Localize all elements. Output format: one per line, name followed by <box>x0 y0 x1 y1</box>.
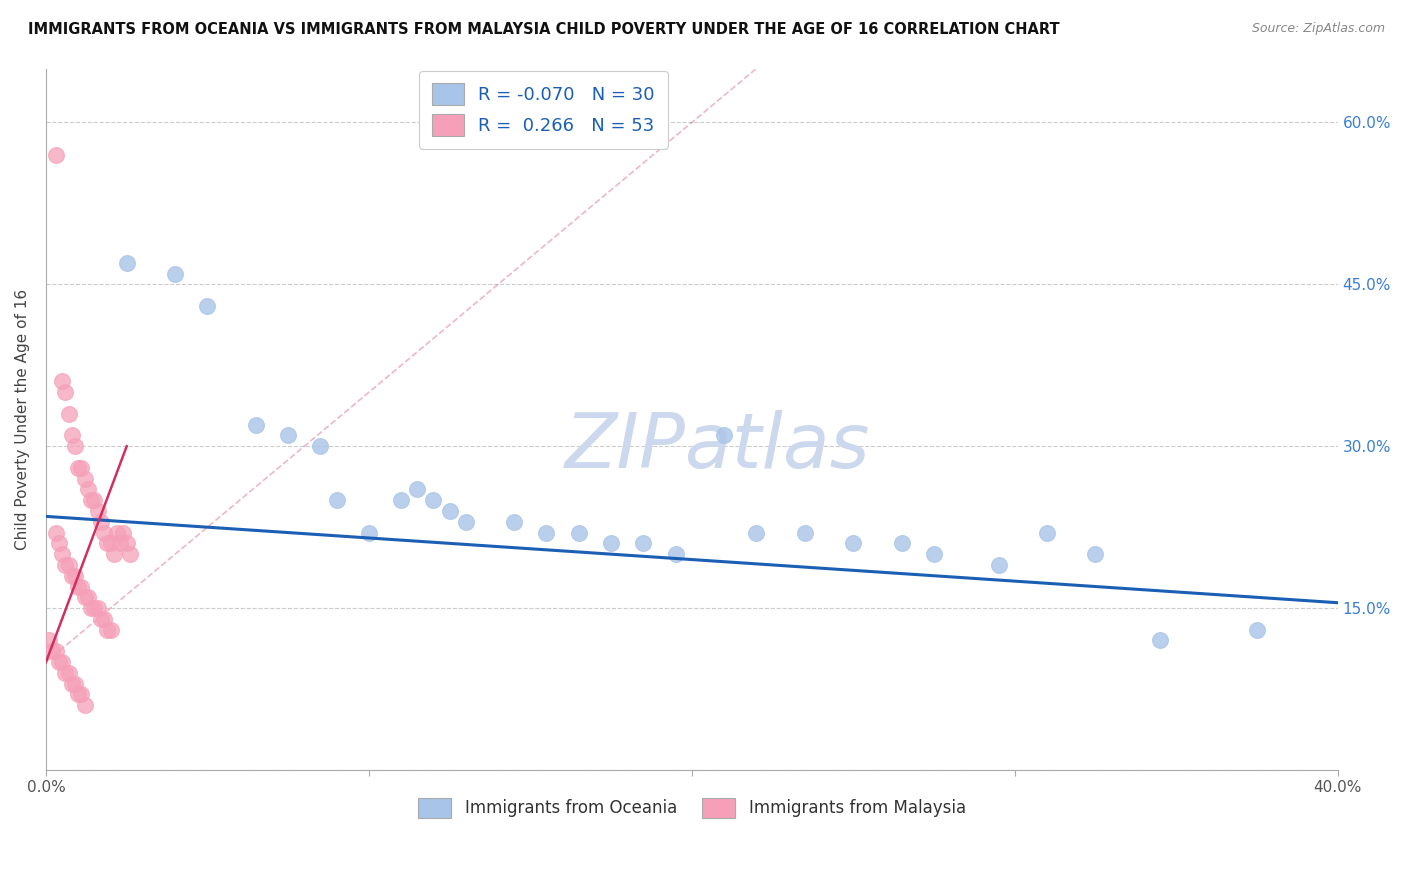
Point <box>80 493 103 508</box>
Point <box>115 536 138 550</box>
Point <box>63 568 86 582</box>
Text: IMMIGRANTS FROM OCEANIA VS IMMIGRANTS FROM MALAYSIA CHILD POVERTY UNDER THE AGE : IMMIGRANTS FROM OCEANIA VS IMMIGRANTS FR… <box>28 22 1060 37</box>
Point <box>93 612 115 626</box>
Point <box>309 439 332 453</box>
Point <box>83 493 105 508</box>
Point <box>77 483 100 497</box>
Point <box>100 536 122 550</box>
Point <box>38 633 60 648</box>
Point <box>48 536 70 550</box>
Point <box>67 688 90 702</box>
Point <box>70 580 93 594</box>
Point <box>45 148 67 162</box>
Point <box>987 558 1010 572</box>
Y-axis label: Child Poverty Under the Age of 16: Child Poverty Under the Age of 16 <box>15 289 30 549</box>
Point <box>70 460 93 475</box>
Point <box>41 644 63 658</box>
Point <box>58 407 80 421</box>
Text: Source: ZipAtlas.com: Source: ZipAtlas.com <box>1251 22 1385 36</box>
Point <box>90 612 112 626</box>
Point <box>67 580 90 594</box>
Point <box>77 591 100 605</box>
Point <box>51 655 73 669</box>
Point <box>105 525 128 540</box>
Point <box>83 601 105 615</box>
Point <box>325 493 347 508</box>
Point <box>86 601 108 615</box>
Point <box>1246 623 1268 637</box>
Point <box>165 267 187 281</box>
Text: ZIPatlas: ZIPatlas <box>565 410 870 484</box>
Point <box>633 536 655 550</box>
Point <box>73 698 96 713</box>
Point <box>115 256 138 270</box>
Point <box>70 688 93 702</box>
Point <box>80 601 103 615</box>
Point <box>60 428 83 442</box>
Point <box>406 483 429 497</box>
Point <box>96 623 118 637</box>
Point <box>73 591 96 605</box>
Point <box>197 299 219 313</box>
Point <box>503 515 526 529</box>
Point <box>51 547 73 561</box>
Point <box>45 525 67 540</box>
Point <box>110 536 132 550</box>
Point <box>389 493 412 508</box>
Point <box>90 515 112 529</box>
Point <box>454 515 477 529</box>
Point <box>1149 633 1171 648</box>
Point <box>890 536 912 550</box>
Point <box>63 676 86 690</box>
Point <box>58 558 80 572</box>
Point <box>96 536 118 550</box>
Point <box>745 525 768 540</box>
Point <box>793 525 815 540</box>
Point <box>45 644 67 658</box>
Point <box>67 460 90 475</box>
Point <box>100 623 122 637</box>
Point <box>1036 525 1059 540</box>
Point <box>245 417 267 432</box>
Point <box>73 472 96 486</box>
Point <box>86 504 108 518</box>
Point <box>112 525 135 540</box>
Point <box>53 558 76 572</box>
Point <box>568 525 591 540</box>
Legend: Immigrants from Oceania, Immigrants from Malaysia: Immigrants from Oceania, Immigrants from… <box>412 791 973 825</box>
Point <box>439 504 461 518</box>
Point <box>48 655 70 669</box>
Point <box>51 375 73 389</box>
Point <box>422 493 444 508</box>
Point <box>536 525 558 540</box>
Point <box>53 665 76 680</box>
Point <box>357 525 380 540</box>
Point <box>60 568 83 582</box>
Point <box>922 547 945 561</box>
Point <box>60 676 83 690</box>
Point <box>103 547 125 561</box>
Point <box>713 428 735 442</box>
Point <box>93 525 115 540</box>
Point <box>600 536 623 550</box>
Point <box>1084 547 1107 561</box>
Point <box>665 547 688 561</box>
Point <box>118 547 141 561</box>
Point <box>842 536 865 550</box>
Point <box>53 385 76 400</box>
Point <box>277 428 299 442</box>
Point <box>63 439 86 453</box>
Point <box>58 665 80 680</box>
